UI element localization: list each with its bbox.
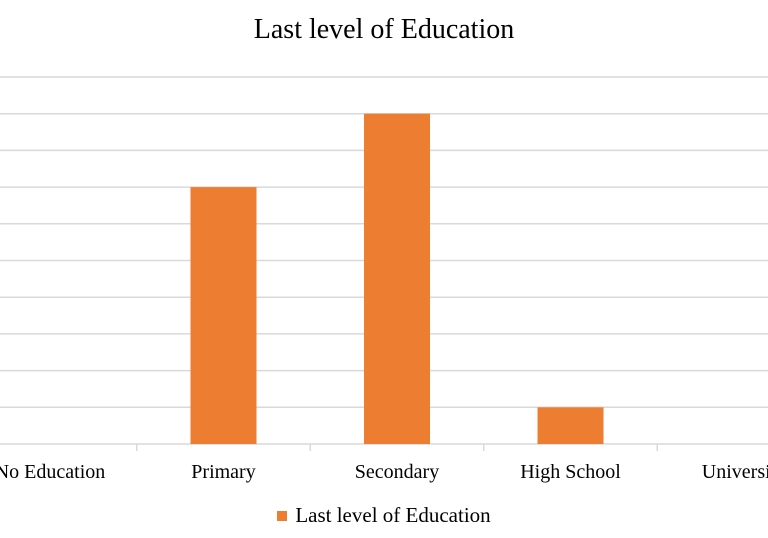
legend-swatch — [277, 510, 288, 521]
bar-high-school — [537, 407, 604, 444]
bar-secondary — [364, 113, 430, 444]
bar-primary — [190, 187, 257, 444]
chart-title: Last level of Education — [253, 14, 515, 45]
x-tick-label: Secondary — [355, 461, 439, 483]
x-tick-label: High School — [520, 461, 621, 483]
x-tick-label: No Education — [0, 461, 105, 483]
x-tick-label: Primary — [191, 461, 255, 483]
legend-label: Last level of Education — [295, 503, 491, 527]
x-tick-label: University — [702, 461, 768, 483]
legend: Last level of Education — [0, 503, 768, 528]
